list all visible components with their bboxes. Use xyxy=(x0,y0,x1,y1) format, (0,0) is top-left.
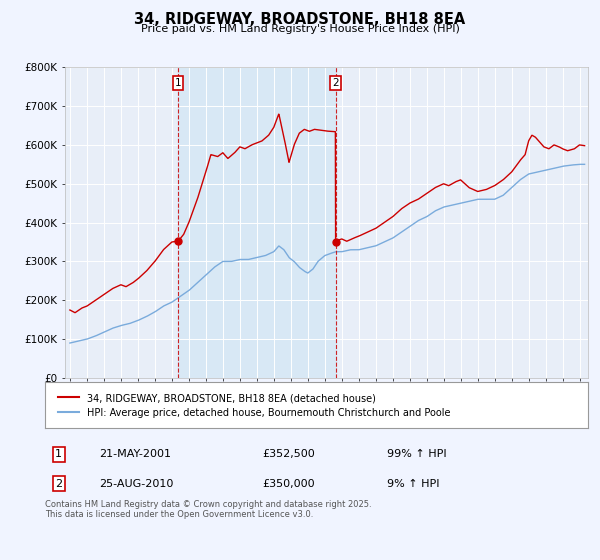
Legend: 34, RIDGEWAY, BROADSTONE, BH18 8EA (detached house), HPI: Average price, detache: 34, RIDGEWAY, BROADSTONE, BH18 8EA (deta… xyxy=(54,389,455,422)
Text: £350,000: £350,000 xyxy=(262,479,315,489)
Text: 25-AUG-2010: 25-AUG-2010 xyxy=(100,479,173,489)
Text: 2: 2 xyxy=(332,78,339,88)
Text: 21-MAY-2001: 21-MAY-2001 xyxy=(100,450,172,459)
Bar xyxy=(178,67,335,378)
Text: 2: 2 xyxy=(55,479,62,489)
Text: £352,500: £352,500 xyxy=(262,450,315,459)
Text: Contains HM Land Registry data © Crown copyright and database right 2025.
This d: Contains HM Land Registry data © Crown c… xyxy=(45,500,371,519)
Text: 1: 1 xyxy=(55,450,62,459)
Text: 99% ↑ HPI: 99% ↑ HPI xyxy=(387,450,447,459)
Text: 9% ↑ HPI: 9% ↑ HPI xyxy=(387,479,440,489)
Text: 1: 1 xyxy=(175,78,182,88)
Text: Price paid vs. HM Land Registry's House Price Index (HPI): Price paid vs. HM Land Registry's House … xyxy=(140,24,460,34)
Text: 34, RIDGEWAY, BROADSTONE, BH18 8EA: 34, RIDGEWAY, BROADSTONE, BH18 8EA xyxy=(134,12,466,27)
